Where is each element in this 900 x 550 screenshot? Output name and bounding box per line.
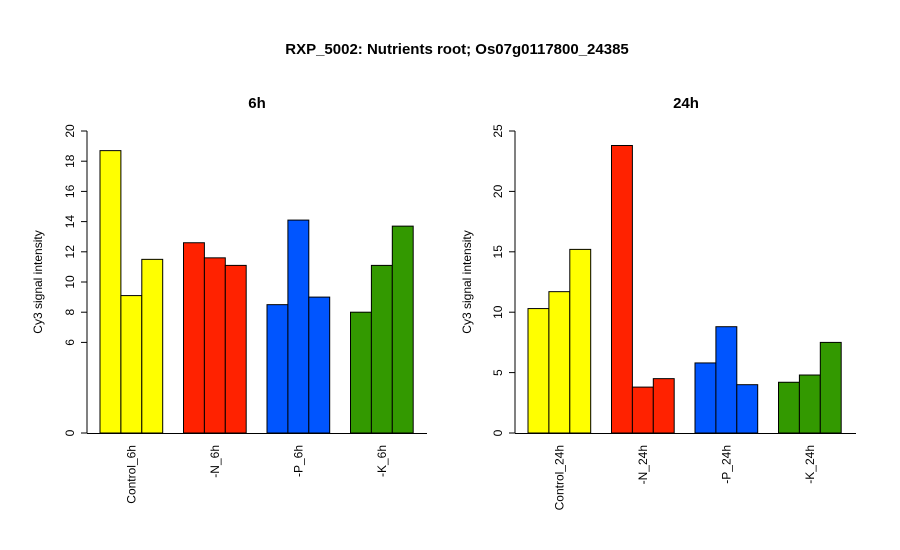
- x-category-label: -N_24h: [636, 445, 650, 484]
- y-tick-label: 0: [63, 429, 77, 436]
- y-tick-label: 16: [63, 184, 77, 198]
- x-category-labels: Control_6h -N_6h -P_6h -K_6h: [124, 445, 389, 504]
- bar: [548, 291, 571, 434]
- y-axis: 0 5 10 15 20 25: [491, 124, 856, 436]
- y-tick-label: 10: [491, 305, 505, 319]
- y-tick-label: 15: [491, 245, 505, 259]
- bar: [391, 225, 414, 434]
- bar: [120, 295, 143, 434]
- x-category-label: Control_6h: [124, 445, 138, 504]
- bar: [308, 296, 331, 434]
- bar: [183, 242, 205, 434]
- y-axis: 0 6 8 10 12 14 16 18 20: [63, 124, 427, 436]
- bar: [819, 341, 842, 434]
- y-tick-label: 25: [491, 124, 505, 138]
- bar: [287, 219, 310, 434]
- panel-6h: 6h Cy3 signal intensity 068101214161820 …: [31, 95, 427, 504]
- y-tick-label: 8: [63, 309, 77, 316]
- x-category-labels: Control_24h -N_24h -P_24h -K_24h: [552, 445, 817, 510]
- bars: [99, 150, 414, 434]
- bar: [652, 378, 675, 434]
- bar: [736, 384, 759, 434]
- bars: [527, 144, 842, 434]
- y-tick-label: 20: [491, 184, 505, 198]
- bar: [203, 257, 226, 434]
- y-tick-label: 6: [63, 339, 77, 346]
- figure-title: RXP_5002: Nutrients root; Os07g0117800_2…: [285, 41, 629, 58]
- panel-title: 6h: [248, 95, 266, 112]
- x-category-label: -K_6h: [375, 445, 389, 477]
- bar: [611, 144, 633, 434]
- y-tick-label: 18: [63, 154, 77, 168]
- panel-title: 24h: [673, 95, 699, 112]
- x-category-label: -N_6h: [208, 445, 222, 478]
- x-category-label: -P_24h: [719, 445, 733, 484]
- y-tick-label: 14: [63, 215, 77, 229]
- y-tick-label: 0: [491, 429, 505, 436]
- bar: [370, 264, 393, 434]
- x-category-label: -P_6h: [291, 445, 305, 477]
- bar: [715, 326, 738, 434]
- bar: [141, 258, 164, 434]
- bar: [224, 264, 247, 434]
- bar: [266, 304, 289, 434]
- panel-24h: 24h Cy3 signal intensity 0 5 10 15 20 25 Cont…: [460, 95, 856, 510]
- x-category-label: -K_24h: [803, 445, 817, 484]
- bar: [569, 248, 592, 434]
- y-axis-label: Cy3 signal intensity: [31, 230, 45, 333]
- bar: [778, 381, 800, 434]
- y-tick-label: 5: [491, 369, 505, 376]
- bar: [350, 311, 372, 434]
- bar: [99, 150, 122, 434]
- bar: [527, 308, 550, 434]
- bar: [631, 386, 654, 434]
- y-tick-label: 12: [63, 245, 77, 259]
- x-category-label: Control_24h: [552, 445, 566, 510]
- bar: [694, 362, 717, 434]
- y-tick-label: 10: [63, 275, 77, 289]
- y-tick-label: 20: [63, 124, 77, 138]
- bar: [798, 374, 821, 434]
- y-axis-label: Cy3 signal intensity: [460, 230, 474, 333]
